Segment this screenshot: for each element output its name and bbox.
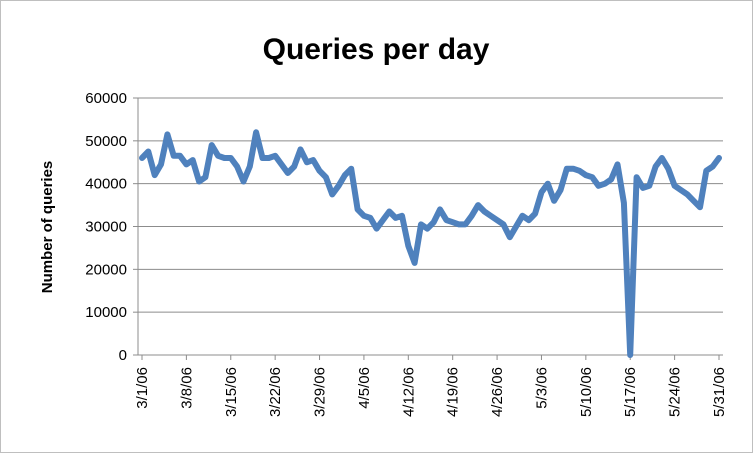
x-axis-ticks: 3/1/06 3/8/06 3/15/06 3/22/06 3/29/06 4/5/06 4… bbox=[134, 355, 728, 417]
x-tick-label-1: 3/8/06 bbox=[178, 367, 195, 409]
x-tick-label-11: 5/17/06 bbox=[622, 367, 639, 417]
y-tick-label-6: 60000 bbox=[85, 90, 127, 107]
x-tick-label-4: 3/29/06 bbox=[312, 367, 329, 417]
x-tick-label-8: 4/26/06 bbox=[489, 367, 506, 417]
series-group bbox=[139, 129, 722, 358]
y-tick-label-1: 10000 bbox=[85, 304, 127, 321]
x-tick-label-13: 5/31/06 bbox=[711, 367, 728, 417]
x-tick-label-10: 5/10/06 bbox=[578, 367, 595, 417]
x-tick-label-6: 4/12/06 bbox=[400, 367, 417, 417]
y-tick-label-5: 50000 bbox=[85, 133, 127, 150]
y-tick-label-0: 0 bbox=[119, 347, 127, 364]
x-tick-label-7: 4/19/06 bbox=[445, 367, 462, 417]
y-tick-label-3: 30000 bbox=[85, 219, 127, 236]
x-tick-label-2: 3/15/06 bbox=[223, 367, 240, 417]
series-line bbox=[139, 129, 722, 358]
y-tick-label-2: 20000 bbox=[85, 261, 127, 278]
x-tick-label-12: 5/24/06 bbox=[667, 367, 684, 417]
x-tick-label-9: 5/3/06 bbox=[533, 367, 550, 409]
chart-title: Queries per day bbox=[263, 33, 490, 66]
x-tick-label-0: 3/1/06 bbox=[134, 367, 151, 409]
y-tick-label-4: 40000 bbox=[85, 176, 127, 193]
y-axis-ticks: 0 10000 20000 30000 40000 50000 60000 bbox=[85, 90, 138, 364]
y-axis-label: Number of queries bbox=[39, 161, 56, 294]
x-tick-label-5: 4/5/06 bbox=[356, 367, 373, 409]
x-tick-label-3: 3/22/06 bbox=[267, 367, 284, 417]
